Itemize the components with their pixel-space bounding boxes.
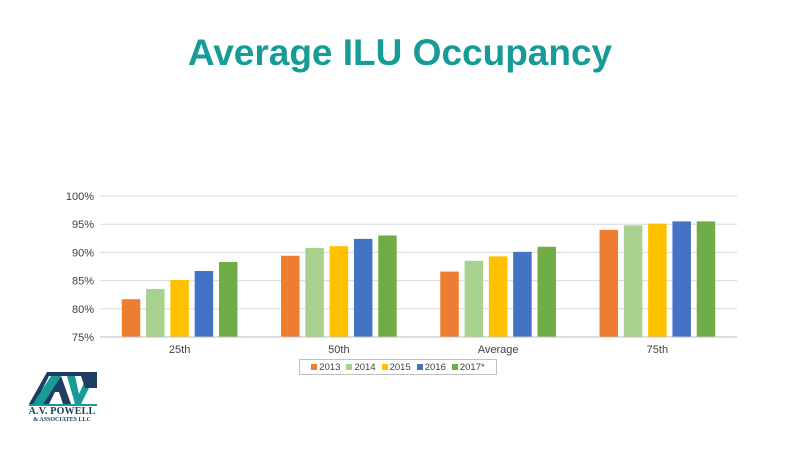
x-tick-label: Average [478,344,519,356]
legend-swatch [416,364,423,370]
y-axis-tick-labels: 75% 80% 85% 90% 95% 100% [66,191,94,344]
legend-label: 2015 [389,361,411,373]
bar-2016-75th [672,221,691,337]
bar-2016-average [513,251,532,337]
bar-2013-25th [121,299,141,337]
y-tick-label: 95% [72,219,94,231]
bar-2014-average [464,260,484,337]
legend-label: 2017* [459,361,485,373]
legend-label: 2016 [424,361,446,373]
legend-swatch [381,364,388,370]
bar-2015-25th [170,280,189,337]
bar-2017-75th [696,221,716,337]
legend-item: 2014 [346,361,376,373]
x-tick-label: 75th [647,344,668,356]
legend-label: 2014 [354,361,376,373]
bar-2014-25th [146,289,165,337]
legend-item: 2017* [451,361,485,373]
legend-swatch [346,364,353,370]
legend-item: 2016 [416,361,446,373]
legend-swatch [451,364,458,370]
bar-2014-50th [305,247,324,337]
legend-item: 2015 [381,361,411,373]
x-tick-label: 50th [328,344,349,356]
bar-2013-average [440,271,459,337]
bar-2016-25th [194,271,214,337]
bar-2015-75th [648,223,667,337]
legend-swatch [311,364,318,370]
bars [121,221,716,337]
logo-company-name: A.V. POWELL [28,406,96,417]
y-tick-label: 80% [72,304,94,316]
y-tick-label: 75% [72,332,94,344]
bar-2013-75th [599,229,619,337]
bar-2013-50th [281,255,300,337]
bar-2015-average [488,256,508,337]
y-tick-label: 100% [66,191,94,203]
logo-company-suffix: & ASSOCIATES LLC [33,417,91,423]
slide-title: Average ILU Occupancy [187,32,613,73]
bar-2017-50th [378,235,397,337]
bar-2017-25th [218,261,238,337]
y-tick-label: 90% [72,247,94,259]
x-axis-tick-labels: 25th 50th Average 75th [169,344,668,356]
bar-2015-50th [329,246,349,337]
y-tick-label: 85% [72,276,94,288]
legend-item: 2013 [311,362,340,373]
x-tick-label: 25th [169,344,190,356]
chart-legend: 2013 2014 2015 2016 2017* [299,359,497,375]
legend-label: 2013 [319,361,341,373]
avp-monogram-icon [29,372,97,406]
bar-2016-50th [353,238,373,337]
bar-2017-average [537,246,556,337]
bar-2014-75th [623,225,643,337]
